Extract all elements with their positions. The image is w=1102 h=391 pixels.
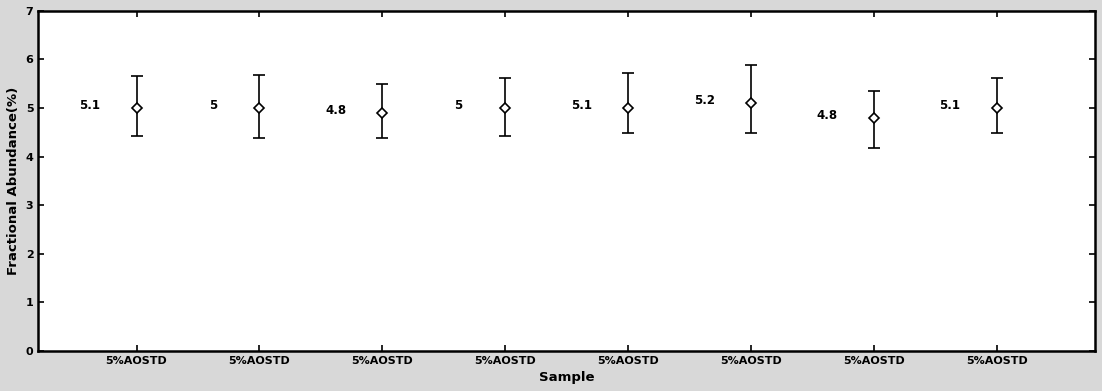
X-axis label: Sample: Sample bbox=[539, 371, 594, 384]
Text: 5.1: 5.1 bbox=[571, 99, 592, 112]
Text: 5: 5 bbox=[208, 99, 217, 112]
Text: 4.8: 4.8 bbox=[325, 104, 346, 117]
Y-axis label: Fractional Abundance(%): Fractional Abundance(%) bbox=[7, 87, 20, 275]
Text: 4.8: 4.8 bbox=[817, 109, 838, 122]
Text: 5: 5 bbox=[454, 99, 463, 112]
Text: 5.1: 5.1 bbox=[940, 99, 961, 112]
Text: 5.2: 5.2 bbox=[694, 94, 715, 107]
Text: 5.1: 5.1 bbox=[79, 99, 100, 112]
